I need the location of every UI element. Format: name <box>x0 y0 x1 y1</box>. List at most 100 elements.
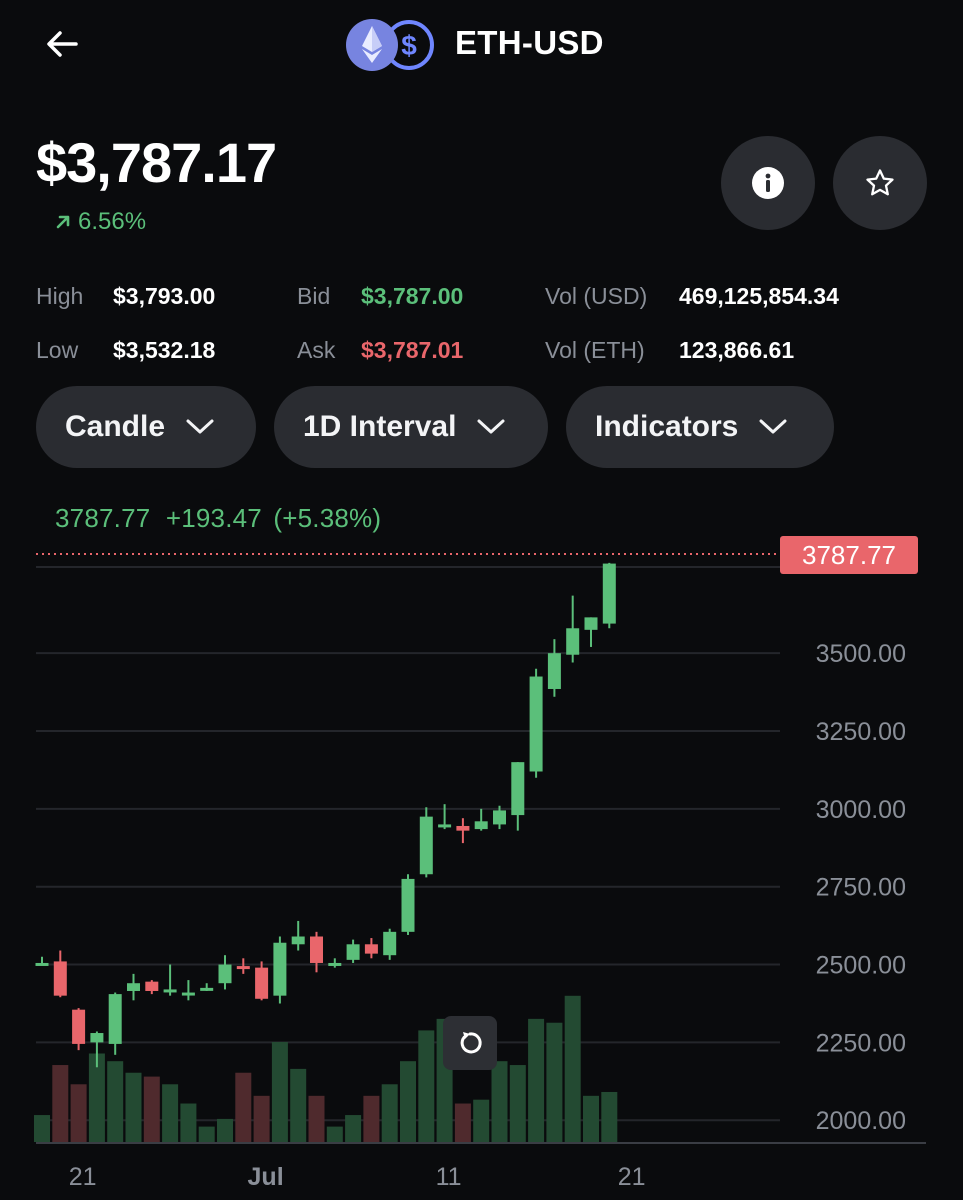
vol-usd-label: Vol (USD) <box>545 283 648 309</box>
bid-value: $3,787.00 <box>361 283 464 309</box>
volume-bar <box>88 1053 105 1142</box>
candle-body <box>255 967 269 999</box>
candle-body <box>35 962 49 966</box>
y-tick-label: 2000.00 <box>816 1107 906 1135</box>
x-tick-label: 21 <box>618 1163 646 1191</box>
candle-body <box>145 981 159 991</box>
volume-bar <box>271 1041 288 1142</box>
volume-bar <box>308 1095 325 1142</box>
vol-usd-value: 469,125,854.34 <box>679 283 839 309</box>
volume-bar <box>528 1018 545 1142</box>
indicators-dropdown[interactable]: Indicators <box>566 386 834 468</box>
candle-body <box>328 962 342 966</box>
readout-last: 3787.77 <box>55 503 151 533</box>
favorite-button[interactable] <box>833 136 927 230</box>
candle-body <box>456 825 470 831</box>
volume-bar <box>217 1118 233 1142</box>
volume-bar <box>546 1022 563 1142</box>
candle-body <box>547 653 561 689</box>
candle-body <box>236 966 250 970</box>
volume-bar <box>326 1126 343 1142</box>
x-tick-label: 11 <box>436 1163 462 1191</box>
candle-body <box>181 992 195 996</box>
volume-bar <box>34 1115 50 1142</box>
chevron-down-icon <box>759 419 787 434</box>
candle-body <box>511 762 525 816</box>
star-icon <box>866 169 894 196</box>
candle-body <box>566 628 580 655</box>
candle-body <box>53 961 67 996</box>
y-tick-label: 2750.00 <box>816 874 906 902</box>
volume-bar <box>180 1103 197 1142</box>
volume-bar <box>52 1065 69 1142</box>
candle-body <box>493 810 506 825</box>
high-label: High <box>36 283 84 309</box>
candle-body <box>273 942 287 996</box>
volume-bar <box>162 1084 179 1142</box>
readout-change: +193.47 <box>165 503 262 533</box>
high-value: $3,793.00 <box>113 283 216 309</box>
candle-body <box>346 944 360 960</box>
last-price-label: 3787.77 <box>802 540 896 570</box>
readout-percent: (+5.38%) <box>273 503 382 533</box>
current-price: $3,787.17 <box>36 131 277 194</box>
x-axis: 21 Jul 11 21 <box>69 1163 646 1191</box>
chart-type-label: Candle <box>65 410 166 443</box>
volume-bar <box>70 1084 87 1142</box>
volume-bar <box>454 1103 471 1142</box>
ask-label: Ask <box>297 337 336 363</box>
candle-body <box>419 816 433 875</box>
volume-bar <box>473 1099 490 1142</box>
volume-bar <box>253 1095 270 1142</box>
interval-dropdown[interactable]: 1D Interval <box>274 386 548 468</box>
candle-body <box>200 987 214 991</box>
candle-body <box>602 563 616 624</box>
last-price-badge <box>780 536 918 574</box>
candle-body <box>291 936 305 945</box>
candle-body <box>127 983 140 991</box>
volume-bar <box>491 1061 508 1142</box>
volume-bar <box>363 1095 380 1142</box>
interval-label: 1D Interval <box>303 410 457 443</box>
chart-type-dropdown[interactable]: Candle <box>36 386 256 468</box>
indicators-label: Indicators <box>595 410 739 443</box>
last-price-marker: 3787.77 <box>36 536 918 574</box>
price-change-percent: 6.56% <box>78 208 147 235</box>
candle-body <box>310 936 323 963</box>
ethereum-icon <box>346 19 398 71</box>
y-tick-label: 3250.00 <box>816 718 906 746</box>
reset-icon <box>460 1032 482 1054</box>
candles <box>35 562 616 1068</box>
back-button[interactable] <box>40 22 84 66</box>
info-button[interactable] <box>721 136 815 230</box>
candle-body <box>72 1009 86 1044</box>
volume-bar <box>583 1095 599 1142</box>
x-tick-label: Jul <box>248 1163 284 1191</box>
chart-readout: 3787.77 +193.47 (+5.38%) <box>55 503 381 534</box>
low-value: $3,532.18 <box>113 337 216 363</box>
arrow-left-icon <box>47 31 78 57</box>
candle-body <box>90 1033 104 1043</box>
price-chart[interactable]: 3500.00 3250.00 3000.00 2750.00 2500.00 2250.… <box>0 530 963 1200</box>
y-tick-label: 2250.00 <box>816 1029 906 1057</box>
ask-value: $3,787.01 <box>361 337 464 363</box>
candle-body <box>218 964 232 984</box>
bid-label: Bid <box>297 283 331 309</box>
y-axis: 3500.00 3250.00 3000.00 2750.00 2500.00 2250.… <box>816 640 906 1135</box>
candle-body <box>584 617 598 630</box>
volume-bar <box>564 995 581 1142</box>
x-tick-label: 21 <box>69 1163 97 1191</box>
y-tick-label: 3500.00 <box>816 640 906 668</box>
chevron-down-icon <box>186 419 214 434</box>
vol-eth-label: Vol (ETH) <box>545 337 645 363</box>
info-icon <box>752 167 784 199</box>
candle-body <box>401 878 415 932</box>
volume-bar <box>400 1061 416 1142</box>
candle-body <box>163 989 177 993</box>
volume-bar <box>418 1030 435 1142</box>
usdc-dollar-icon: $ <box>384 20 434 70</box>
candle-body <box>383 931 397 956</box>
reset-chart-button[interactable] <box>443 1016 497 1070</box>
candle-body <box>108 994 122 1044</box>
price-change: 6.56% <box>54 208 146 236</box>
